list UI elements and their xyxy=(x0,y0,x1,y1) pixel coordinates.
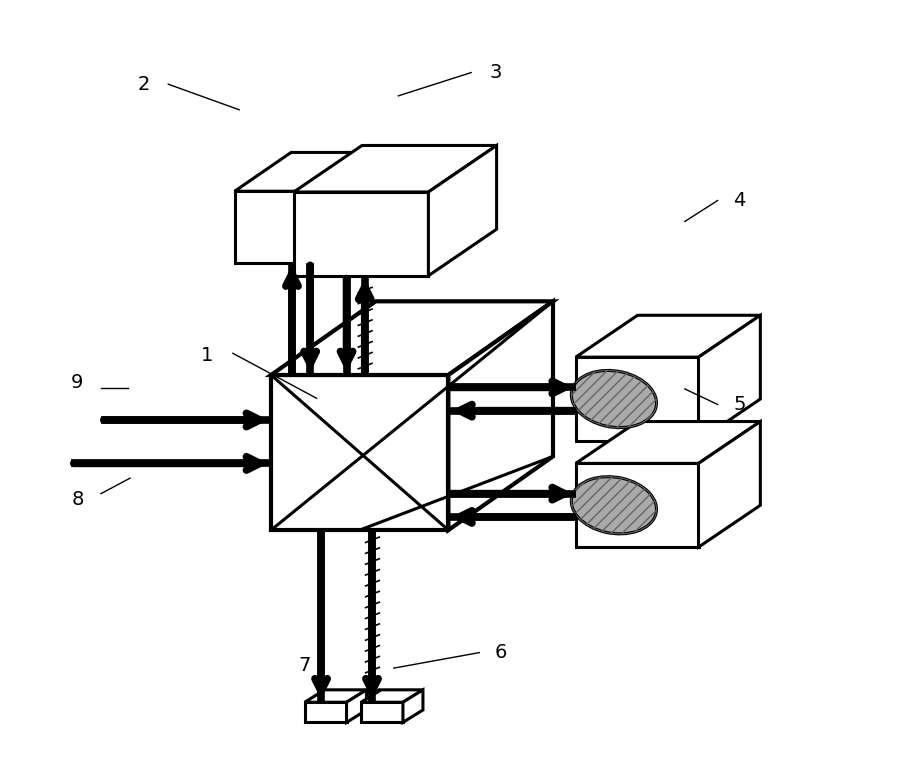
Polygon shape xyxy=(698,316,760,441)
Text: 8: 8 xyxy=(71,490,83,508)
Polygon shape xyxy=(361,702,403,722)
Text: 5: 5 xyxy=(733,395,746,414)
Polygon shape xyxy=(305,690,367,702)
Text: 4: 4 xyxy=(733,191,746,210)
Polygon shape xyxy=(294,192,428,276)
Text: 7: 7 xyxy=(298,656,311,676)
Polygon shape xyxy=(448,301,553,530)
Text: 1: 1 xyxy=(201,346,213,365)
Polygon shape xyxy=(326,152,382,262)
Polygon shape xyxy=(305,702,347,722)
Text: 9: 9 xyxy=(71,373,83,392)
Text: 3: 3 xyxy=(490,63,502,82)
Polygon shape xyxy=(271,301,553,375)
Polygon shape xyxy=(234,152,382,191)
Polygon shape xyxy=(294,145,497,192)
Polygon shape xyxy=(428,145,497,276)
Polygon shape xyxy=(361,690,423,702)
Ellipse shape xyxy=(571,476,656,534)
Text: 6: 6 xyxy=(495,643,507,662)
Text: 2: 2 xyxy=(137,75,150,94)
Polygon shape xyxy=(576,357,698,441)
Polygon shape xyxy=(403,690,423,722)
Polygon shape xyxy=(576,316,760,357)
Polygon shape xyxy=(576,422,760,463)
Polygon shape xyxy=(234,191,326,262)
Polygon shape xyxy=(576,463,698,547)
Polygon shape xyxy=(347,690,367,722)
Polygon shape xyxy=(271,375,448,530)
Ellipse shape xyxy=(571,370,656,428)
Polygon shape xyxy=(698,422,760,547)
